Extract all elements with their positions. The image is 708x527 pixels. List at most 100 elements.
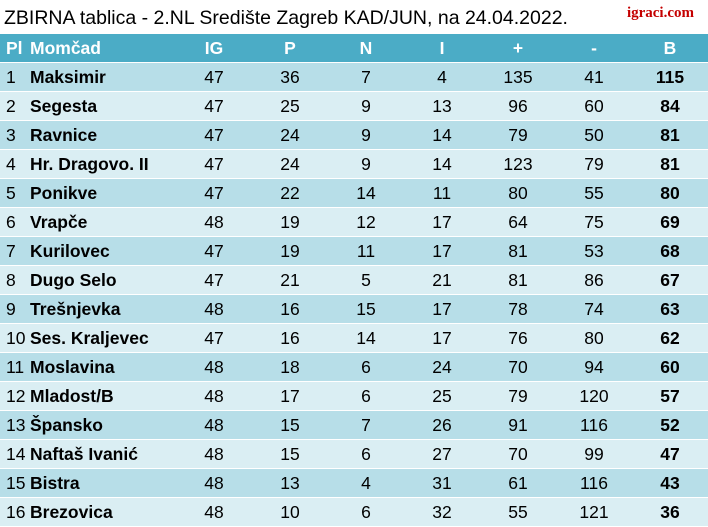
cell-team: Bistra	[28, 468, 176, 498]
header-points: B	[632, 34, 708, 63]
cell-goals-for: 78	[480, 294, 556, 324]
table-row: 4 Hr. Dragovo. II 47 24 9 14 123 79 81	[0, 149, 708, 179]
cell-draws: 9	[328, 91, 404, 121]
cell-games: 47	[176, 62, 252, 92]
page-title: ZBIRNA tablica - 2.NL Središte Zagreb KA…	[4, 7, 568, 29]
cell-team: Naftaš Ivanić	[28, 439, 176, 469]
cell-goals-against: 120	[556, 381, 632, 411]
cell-goals-for: 55	[480, 497, 556, 527]
cell-goals-against: 99	[556, 439, 632, 469]
header-losses: I	[404, 34, 480, 63]
header-wins: P	[252, 34, 328, 63]
cell-goals-for: 81	[480, 265, 556, 295]
cell-position: 16	[0, 497, 28, 527]
cell-draws: 12	[328, 207, 404, 237]
cell-draws: 6	[328, 352, 404, 382]
cell-losses: 17	[404, 294, 480, 324]
cell-losses: 17	[404, 323, 480, 353]
cell-goals-against: 116	[556, 468, 632, 498]
cell-goals-for: 76	[480, 323, 556, 353]
cell-losses: 11	[404, 178, 480, 208]
cell-wins: 36	[252, 62, 328, 92]
cell-points: 84	[632, 91, 708, 121]
cell-points: 81	[632, 149, 708, 179]
cell-games: 47	[176, 149, 252, 179]
cell-goals-against: 41	[556, 62, 632, 92]
cell-team: Hr. Dragovo. II	[28, 149, 176, 179]
cell-goals-against: 86	[556, 265, 632, 295]
cell-goals-for: 79	[480, 381, 556, 411]
cell-goals-against: 50	[556, 120, 632, 150]
cell-losses: 31	[404, 468, 480, 498]
cell-draws: 4	[328, 468, 404, 498]
table-header-row: Pl Momčad IG P N I + - B	[0, 34, 708, 63]
cell-draws: 9	[328, 120, 404, 150]
cell-goals-against: 53	[556, 236, 632, 266]
cell-position: 6	[0, 207, 28, 237]
cell-wins: 16	[252, 294, 328, 324]
cell-goals-for: 81	[480, 236, 556, 266]
table-row: 7 Kurilovec 47 19 11 17 81 53 68	[0, 236, 708, 266]
cell-draws: 14	[328, 178, 404, 208]
cell-position: 15	[0, 468, 28, 498]
cell-team: Trešnjevka	[28, 294, 176, 324]
cell-goals-against: 74	[556, 294, 632, 324]
cell-goals-for: 135	[480, 62, 556, 92]
cell-points: 63	[632, 294, 708, 324]
cell-points: 57	[632, 381, 708, 411]
cell-points: 52	[632, 410, 708, 440]
cell-games: 47	[176, 178, 252, 208]
table-body: 1 Maksimir 47 36 7 4 135 41 115 2 Segesta 47 25 9 13 96…	[0, 62, 708, 527]
cell-games: 48	[176, 352, 252, 382]
cell-wins: 19	[252, 236, 328, 266]
header-draws: N	[328, 34, 404, 63]
cell-draws: 14	[328, 323, 404, 353]
table-row: 15 Bistra 48 13 4 31 61 116 43	[0, 468, 708, 498]
cell-draws: 6	[328, 439, 404, 469]
cell-losses: 26	[404, 410, 480, 440]
cell-games: 48	[176, 381, 252, 411]
cell-games: 48	[176, 410, 252, 440]
cell-points: 115	[632, 62, 708, 92]
table-row: 11 Moslavina 48 18 6 24 70 94 60	[0, 352, 708, 382]
cell-goals-for: 61	[480, 468, 556, 498]
cell-team: Maksimir	[28, 62, 176, 92]
table-row: 8 Dugo Selo 47 21 5 21 81 86 67	[0, 265, 708, 295]
cell-points: 47	[632, 439, 708, 469]
cell-draws: 9	[328, 149, 404, 179]
table-row: 9 Trešnjevka 48 16 15 17 78 74 63	[0, 294, 708, 324]
cell-wins: 21	[252, 265, 328, 295]
header-team: Momčad	[28, 34, 176, 63]
header-games: IG	[176, 34, 252, 63]
cell-position: 14	[0, 439, 28, 469]
cell-games: 48	[176, 468, 252, 498]
cell-wins: 15	[252, 439, 328, 469]
cell-goals-against: 121	[556, 497, 632, 527]
cell-wins: 19	[252, 207, 328, 237]
cell-team: Mladost/B	[28, 381, 176, 411]
cell-games: 47	[176, 236, 252, 266]
cell-wins: 17	[252, 381, 328, 411]
cell-goals-for: 70	[480, 352, 556, 382]
cell-team: Ravnice	[28, 120, 176, 150]
cell-wins: 18	[252, 352, 328, 382]
cell-position: 13	[0, 410, 28, 440]
cell-goals-for: 79	[480, 120, 556, 150]
cell-goals-against: 79	[556, 149, 632, 179]
cell-wins: 25	[252, 91, 328, 121]
cell-losses: 32	[404, 497, 480, 527]
cell-games: 47	[176, 323, 252, 353]
cell-team: Dugo Selo	[28, 265, 176, 295]
cell-goals-against: 116	[556, 410, 632, 440]
cell-goals-against: 94	[556, 352, 632, 382]
header-position: Pl	[0, 34, 28, 63]
cell-losses: 4	[404, 62, 480, 92]
cell-draws: 7	[328, 62, 404, 92]
cell-goals-against: 55	[556, 178, 632, 208]
cell-position: 9	[0, 294, 28, 324]
cell-losses: 17	[404, 236, 480, 266]
cell-goals-for: 80	[480, 178, 556, 208]
cell-points: 81	[632, 120, 708, 150]
cell-points: 62	[632, 323, 708, 353]
cell-draws: 6	[328, 381, 404, 411]
